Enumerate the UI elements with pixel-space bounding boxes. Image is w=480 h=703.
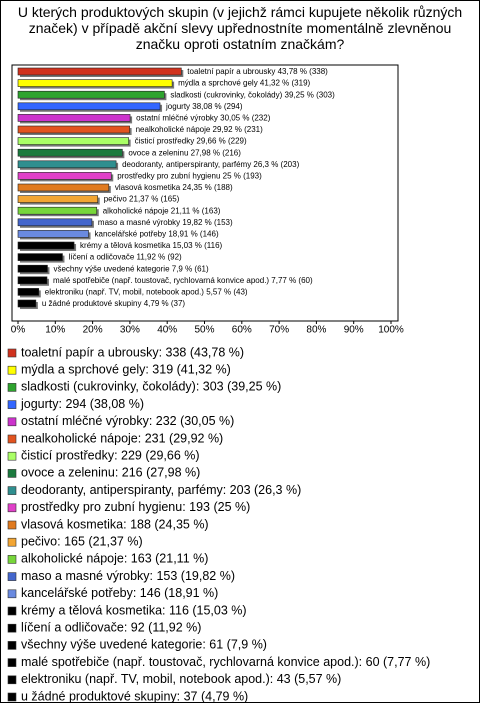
legend-swatch (7, 537, 17, 547)
legend-label: pečivo: 165 (21,37 %) (21, 534, 143, 548)
legend-swatch (7, 383, 17, 392)
legend-swatch (7, 623, 17, 633)
data-label: pečivo 21,37 % (165) (104, 195, 180, 204)
data-label: líčení a odličovače 11,92 % (92) (68, 253, 182, 262)
legend-swatch (7, 503, 17, 513)
legend-swatch (7, 434, 17, 444)
legend-swatch (7, 658, 17, 667)
x-tick-label: 40% (157, 325, 177, 336)
legend-swatch (7, 486, 17, 495)
x-tick-label: 20% (83, 325, 103, 336)
bar (17, 90, 165, 99)
legend-label: sladkosti (cukrovinky, čokolády): 303 (3… (21, 380, 281, 394)
legend-swatch (7, 641, 17, 650)
data-label: mýdla a sprchové gely 41,32 % (319) (178, 79, 310, 88)
bar (17, 172, 112, 180)
legend-label: toaletní papír a ubrousky: 338 (43,78 %) (21, 345, 244, 359)
bar (17, 79, 173, 87)
x-tick-label: 70% (269, 325, 289, 336)
data-label: vlasová kosmetika 24,35 % (188) (115, 183, 233, 192)
data-label: sladkosti (cukrovinky, čokolády) 39,25 %… (170, 90, 335, 99)
legend-swatch (7, 520, 17, 530)
legend-label: ovoce a zeleninu: 216 (27,98 %) (21, 466, 200, 480)
bar (17, 114, 131, 122)
legend-label: líčení a odličovače: 92 (11,92 %) (21, 620, 201, 634)
legend-swatch (7, 606, 17, 616)
x-tick-label: 10% (45, 325, 65, 336)
legend-swatch (7, 692, 17, 702)
legend-swatch (7, 365, 17, 375)
bar (17, 218, 93, 227)
bar (17, 137, 129, 145)
bar (17, 264, 48, 273)
bar (17, 206, 98, 215)
data-label: čisticí prostředky 29,66 % (229) (135, 137, 247, 146)
legend-label: čisticí prostředky: 229 (29,66 %) (21, 448, 200, 462)
bar (17, 241, 75, 250)
x-tick-label: 80% (306, 325, 326, 336)
data-label: kancelářské potřeby 18,91 % (146) (95, 230, 219, 239)
legend-swatch (7, 469, 17, 478)
bar (17, 253, 63, 261)
x-tick-label: 100% (378, 325, 404, 336)
x-tick-label: 50% (194, 325, 214, 336)
legend-swatch (7, 451, 17, 461)
data-label: všechny výše uvedené kategorie 7,9 % (61… (53, 264, 209, 273)
legend-label: nealkoholické nápoje: 231 (29,92 %) (21, 431, 223, 445)
legend-label: kancelářské potřeby: 146 (18,91 %) (21, 586, 218, 600)
x-tick-label: 60% (232, 325, 252, 336)
legend-swatch (7, 589, 17, 599)
data-label: nealkoholické nápoje 29,92 % (231) (136, 125, 264, 134)
bar (17, 148, 123, 157)
data-label: jogurty 38,08 % (294) (165, 102, 243, 111)
legend-swatch (7, 675, 17, 685)
x-tick-label: 0% (11, 325, 26, 336)
bar (17, 125, 130, 134)
data-label: maso a masné výrobky 19,82 % (153) (98, 218, 233, 227)
data-label: prostředky pro zubní hygienu 25 % (193) (117, 172, 262, 181)
legend-label: ostatní mléčné výrobky: 232 (30,05 %) (21, 414, 234, 428)
legend-label: maso a masné výrobky: 153 (19,82 %) (21, 569, 235, 583)
data-label: toaletní papír a ubrousky 43,78 % (338) (187, 67, 328, 76)
legend-swatch (7, 400, 17, 409)
legend-label: alkoholické nápoje: 163 (21,11 %) (21, 552, 208, 566)
x-tick-label: 30% (120, 325, 140, 336)
data-label: alkoholické nápoje 21,11 % (163) (103, 206, 221, 215)
legend-label: mýdla a sprchové gely: 319 (41,32 %) (21, 362, 231, 376)
data-label: ostatní mléčné výrobky 30,05 % (232) (136, 114, 271, 123)
data-label: deodoranty, antiperspiranty, parfémy 26,… (122, 160, 299, 169)
legend-swatch (7, 348, 17, 358)
chart-title: U kterých produktových skupin (v jejichž… (17, 4, 463, 52)
legend-label: u žádné produktové skupiny: 37 (4,79 %) (21, 689, 248, 702)
bar (17, 160, 117, 169)
bar (17, 230, 89, 238)
legend-swatch (7, 572, 17, 581)
bar (17, 183, 110, 192)
legend-swatch (7, 555, 17, 564)
legend-label: vlasová kosmetika: 188 (24,35 %) (21, 517, 209, 531)
legend-label: elektroniku (např. TV, mobil, notebook a… (21, 672, 341, 686)
legend-label: deodoranty, antiperspiranty, parfémy: 20… (21, 483, 301, 497)
bar (17, 276, 48, 285)
data-label: malé spotřebiče (např. toustovač, rychlo… (53, 276, 313, 285)
legend-label: malé spotřebiče (např. toustovač, rychlo… (21, 655, 430, 669)
legend-label: krémy a tělová kosmetika: 116 (15,03 %) (21, 603, 247, 617)
x-tick-label: 90% (344, 325, 364, 336)
bar (17, 102, 161, 111)
data-label: u žádné produktové skupiny 4,79 % (37) (42, 299, 186, 308)
bar (17, 67, 182, 76)
data-label: ovoce a zeleninu 27,98 % (216) (128, 148, 241, 157)
legend-label: všechny výše uvedené kategorie: 61 (7,9 … (21, 638, 267, 652)
bar (17, 299, 37, 308)
legend-label: jogurty: 294 (38,08 %) (20, 397, 144, 411)
legend-label: prostředky pro zubní hygienu: 193 (25 %) (21, 500, 250, 514)
legend-swatch (7, 417, 17, 427)
data-label: elektroniku (např. TV, mobil, notebook a… (45, 288, 248, 297)
data-label: krémy a tělová kosmetika 15,03 % (116) (80, 241, 222, 250)
bar (17, 195, 99, 203)
bar (17, 288, 40, 296)
